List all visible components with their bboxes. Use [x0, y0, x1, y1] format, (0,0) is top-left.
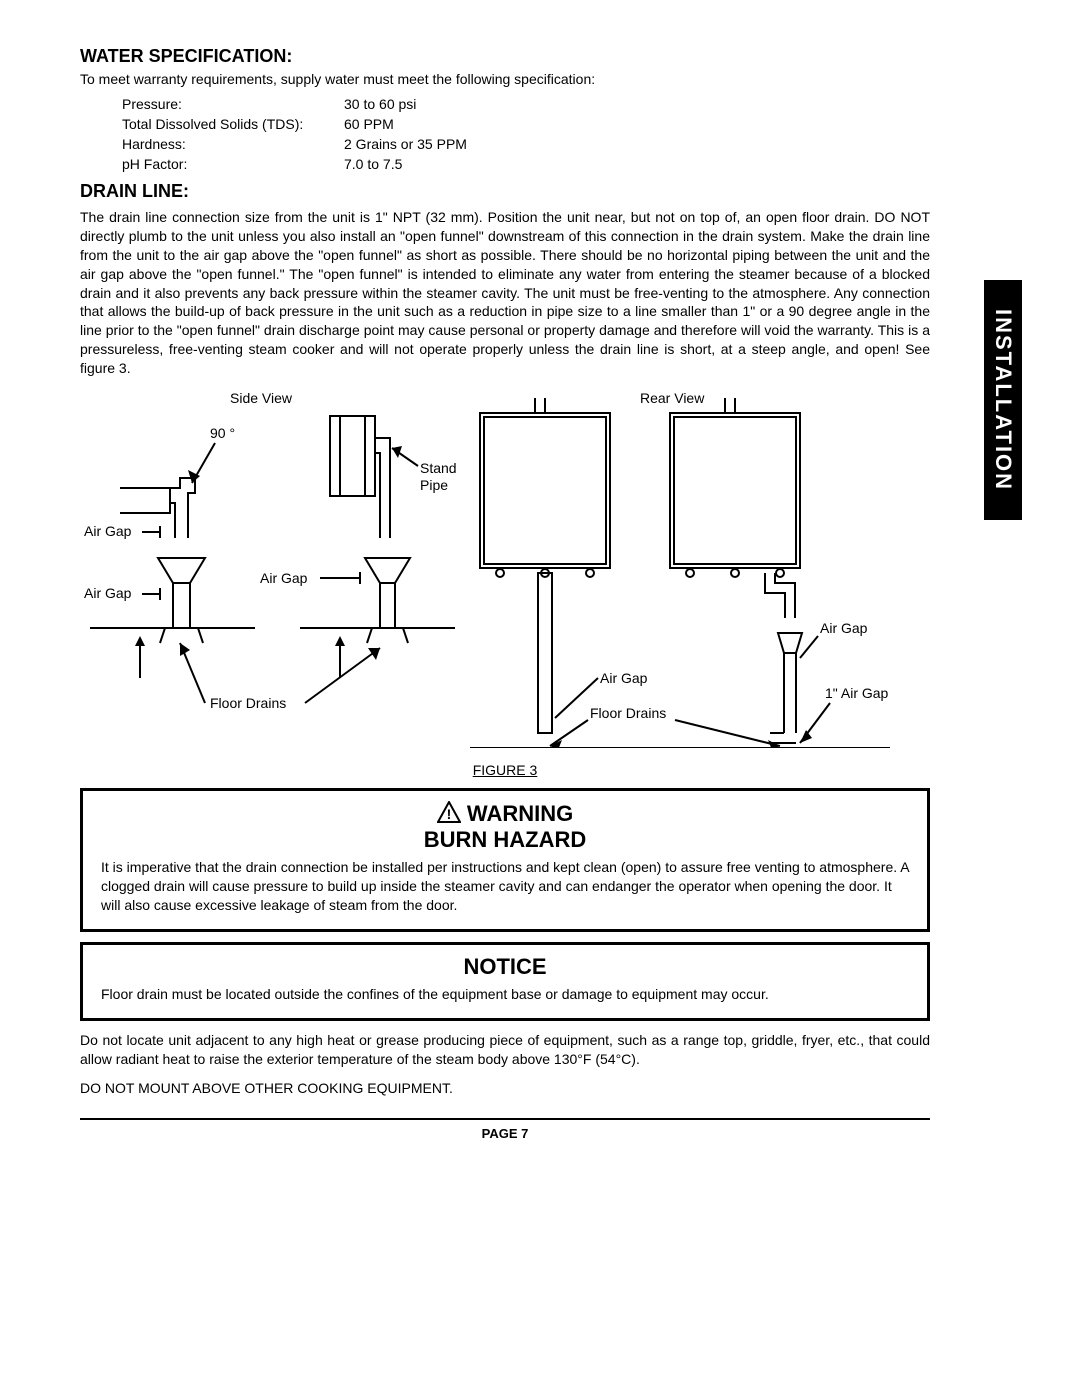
label-air-gap: Air Gap [84, 585, 132, 601]
table-row: pH Factor:7.0 to 7.5 [122, 155, 467, 173]
label-90deg: 90 ° [210, 425, 235, 441]
label-air-gap: Air Gap [820, 620, 868, 636]
label-side-view: Side View [230, 390, 293, 406]
spec-label: Pressure: [122, 95, 342, 113]
figure-3: Side View Rear View [80, 388, 930, 768]
label-floor-drains: Floor Drains [590, 705, 666, 721]
label-1in-air-gap: 1" Air Gap [825, 685, 889, 701]
page-content: WATER SPECIFICATION: To meet warranty re… [0, 0, 1010, 1161]
section-tab: INSTALLATION [984, 280, 1022, 520]
spec-value: 30 to 60 psi [344, 95, 467, 113]
label-pipe: Pipe [420, 477, 448, 493]
footer-para-1: Do not locate unit adjacent to any high … [80, 1031, 930, 1069]
spec-value: 7.0 to 7.5 [344, 155, 467, 173]
spec-label: Hardness: [122, 135, 342, 153]
label-floor-drains: Floor Drains [210, 695, 286, 711]
page-footer: PAGE 7 [80, 1118, 930, 1141]
warning-text: It is imperative that the drain connecti… [101, 858, 909, 915]
svg-text:!: ! [446, 806, 451, 822]
heading-water-spec: WATER SPECIFICATION: [80, 46, 930, 67]
spec-label: pH Factor: [122, 155, 342, 173]
label-air-gap: Air Gap [84, 523, 132, 539]
table-row: Total Dissolved Solids (TDS):60 PPM [122, 115, 467, 133]
label-rear-view: Rear View [640, 390, 705, 406]
label-air-gap: Air Gap [260, 570, 308, 586]
spec-value: 60 PPM [344, 115, 467, 133]
label-air-gap: Air Gap [600, 670, 648, 686]
notice-title: NOTICE [101, 955, 909, 979]
table-row: Hardness:2 Grains or 35 PPM [122, 135, 467, 153]
water-spec-table: Pressure:30 to 60 psi Total Dissolved So… [120, 93, 469, 175]
water-spec-intro: To meet warranty requirements, supply wa… [80, 71, 930, 87]
label-stand: Stand [420, 460, 457, 476]
warning-title: ! WARNING BURN HAZARD [101, 801, 909, 852]
page-number: PAGE 7 [482, 1126, 529, 1141]
table-row: Pressure:30 to 60 psi [122, 95, 467, 113]
footer-para-2: DO NOT MOUNT ABOVE OTHER COOKING EQUIPME… [80, 1079, 930, 1098]
warning-box: ! WARNING BURN HAZARD It is imperative t… [80, 788, 930, 932]
notice-text: Floor drain must be located outside the … [101, 985, 909, 1004]
spec-value: 2 Grains or 35 PPM [344, 135, 467, 153]
heading-drain-line: DRAIN LINE: [80, 181, 930, 202]
drain-line-para: The drain line connection size from the … [80, 208, 930, 378]
spec-label: Total Dissolved Solids (TDS): [122, 115, 342, 133]
notice-box: NOTICE Floor drain must be located outsi… [80, 942, 930, 1021]
warning-triangle-icon: ! [437, 801, 461, 828]
warning-label: WARNING [467, 801, 573, 826]
burn-hazard-label: BURN HAZARD [424, 827, 587, 852]
